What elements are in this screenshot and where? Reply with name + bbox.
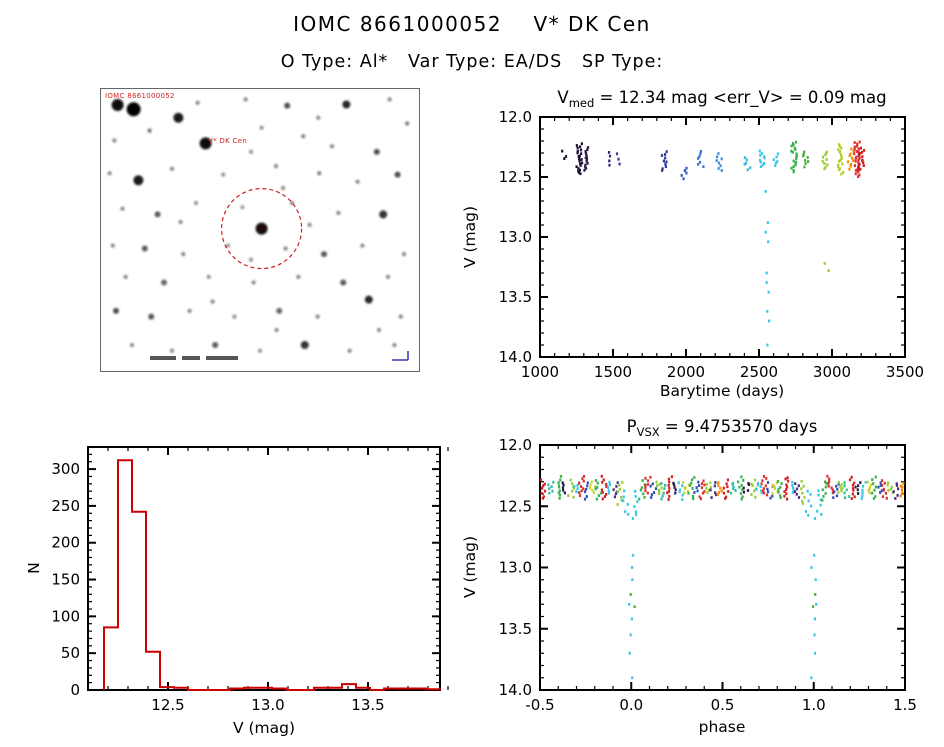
finder-id-label: IOMC 8661000052 xyxy=(105,92,175,100)
tick-marks xyxy=(539,116,906,358)
lc-ylabel: V (mag) xyxy=(461,206,479,268)
target-circle xyxy=(221,187,303,270)
svg-text:200: 200 xyxy=(51,534,80,552)
lc-plot-area: 1000 1500 2000 2500 3000 3500 12.0 12.5 13.0 13.5… xyxy=(499,108,925,381)
svg-text:3000: 3000 xyxy=(813,363,851,381)
lc-title-base: V xyxy=(557,88,569,107)
lc-title-rest: = 12.34 mag <err_V> = 0.09 mag xyxy=(594,88,886,108)
tick-labels: -0.5 0.0 0.5 1.0 1.5 12.0 12.5 13.0 13.5 14.0 xyxy=(499,436,917,714)
tick-marks xyxy=(539,444,906,691)
lc-title-sub: med xyxy=(569,96,595,110)
svg-text:1000: 1000 xyxy=(521,363,559,381)
finder-star-label: V* DK Cen xyxy=(208,137,247,145)
page-subtitle: O Type: Al* Var Type: EA/DS SP Type: xyxy=(280,52,664,72)
phase-ylabel: V (mag) xyxy=(461,536,479,598)
data-points xyxy=(103,459,441,691)
svg-text:250: 250 xyxy=(51,497,80,515)
svg-text:0.5: 0.5 xyxy=(711,696,735,714)
svg-text:1.5: 1.5 xyxy=(893,696,917,714)
svg-text:1500: 1500 xyxy=(594,363,632,381)
svg-text:2500: 2500 xyxy=(740,363,778,381)
phase-xlabel: phase xyxy=(699,718,746,736)
finder-chart-image: IOMC 8661000052 V* DK Cen xyxy=(100,88,420,372)
axis-frame xyxy=(87,446,441,691)
svg-text:13.5: 13.5 xyxy=(499,620,532,638)
phase-title-sub: VSX xyxy=(637,425,660,439)
svg-text:13.0: 13.0 xyxy=(499,559,532,577)
lc-title: Vmed = 12.34 mag <err_V> = 0.09 mag xyxy=(557,88,886,110)
phase-chart: PVSX = 9.4753570 days -0.5 0.0 0.5 1.0 1.5 12… xyxy=(461,417,917,736)
svg-text:3500: 3500 xyxy=(886,363,924,381)
svg-text:14.0: 14.0 xyxy=(499,348,532,366)
svg-text:0: 0 xyxy=(70,681,80,699)
histogram-chart: 12.5 13.0 13.5 0 50 100 150 200 250 300 V (mag) N xyxy=(25,446,449,737)
svg-text:1.0: 1.0 xyxy=(802,696,826,714)
svg-text:13.0: 13.0 xyxy=(251,696,284,714)
svg-text:13.5: 13.5 xyxy=(499,288,532,306)
svg-text:12.5: 12.5 xyxy=(151,696,184,714)
phase-plot-area: -0.5 0.0 0.5 1.0 1.5 12.0 12.5 13.0 13.5 14.0 xyxy=(499,436,917,714)
svg-text:12.0: 12.0 xyxy=(499,108,532,126)
phase-title: PVSX = 9.4753570 days xyxy=(627,417,818,439)
phase-title-rest: = 9.4753570 days xyxy=(660,417,818,436)
hist-xlabel: V (mag) xyxy=(233,719,295,737)
lc-xlabel: Barytime (days) xyxy=(660,382,784,400)
tick-labels: 1000 1500 2000 2500 3000 3500 12.0 12.5 13.0 13.5… xyxy=(499,108,925,381)
svg-text:13.0: 13.0 xyxy=(499,228,532,246)
svg-text:14.0: 14.0 xyxy=(499,681,532,699)
finder-footer-text-marks xyxy=(150,356,238,360)
svg-text:13.5: 13.5 xyxy=(351,696,384,714)
phase-title-base: P xyxy=(627,417,637,436)
svg-text:150: 150 xyxy=(51,571,80,589)
svg-text:50: 50 xyxy=(61,644,80,662)
data-points xyxy=(539,474,905,680)
svg-text:300: 300 xyxy=(51,460,80,478)
hist-ylabel: N xyxy=(25,562,43,574)
data-points xyxy=(561,140,866,347)
svg-text:2000: 2000 xyxy=(667,363,705,381)
svg-text:100: 100 xyxy=(51,607,80,625)
svg-text:0.0: 0.0 xyxy=(619,696,643,714)
hist-plot-area: 12.5 13.0 13.5 0 50 100 150 200 250 300 xyxy=(51,446,449,714)
tick-labels: 12.5 13.0 13.5 0 50 100 150 200 250 300 xyxy=(51,460,384,714)
star-field xyxy=(107,97,410,353)
svg-text:12.0: 12.0 xyxy=(499,436,532,454)
axis-frame xyxy=(539,444,906,691)
svg-text:12.5: 12.5 xyxy=(499,497,532,515)
tick-marks xyxy=(87,446,449,691)
svg-text:12.5: 12.5 xyxy=(499,168,532,186)
page-title: IOMC 8661000052 V* DK Cen xyxy=(293,12,651,36)
svg-text:-0.5: -0.5 xyxy=(525,696,554,714)
scale-marker-icon xyxy=(392,351,409,361)
lightcurve-chart: Vmed = 12.34 mag <err_V> = 0.09 mag 1000… xyxy=(461,88,925,400)
